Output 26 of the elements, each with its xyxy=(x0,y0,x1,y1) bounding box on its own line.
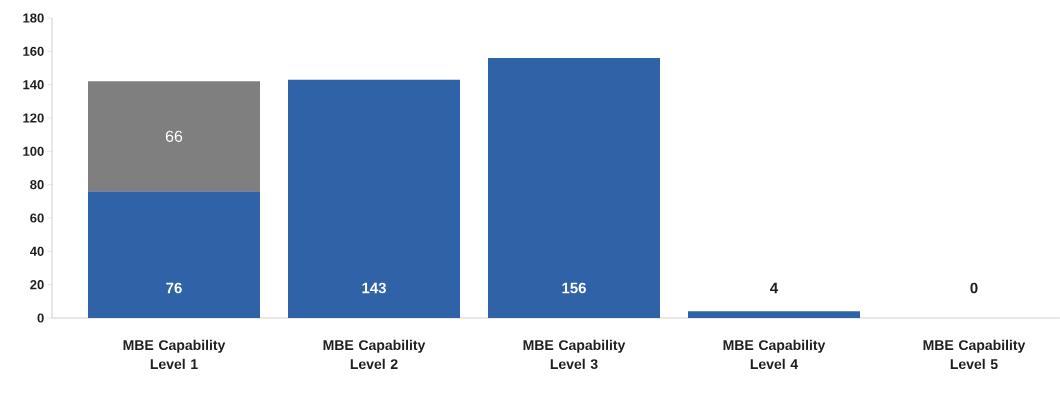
bar xyxy=(88,191,260,318)
data-label: 0 xyxy=(970,282,978,294)
bar xyxy=(487,58,660,318)
data-label: 66 xyxy=(165,130,183,142)
data-label: 4 xyxy=(770,282,779,294)
y-tick-label: 40 xyxy=(29,246,44,256)
y-tick-label: 80 xyxy=(30,180,44,190)
x-tick-label: MBE Capability Level 5 xyxy=(923,339,1026,370)
y-tick-label: 120 xyxy=(23,113,44,123)
data-label: 156 xyxy=(562,282,586,294)
y-tick-label: 100 xyxy=(23,146,44,156)
y-tick-label: 20 xyxy=(30,280,44,290)
data-label: 76 xyxy=(166,282,182,294)
x-tick-label: MBE Capability Level 3 xyxy=(523,339,626,370)
x-tick-label: MBE Capability Level 4 xyxy=(723,339,826,370)
y-tick-label: 60 xyxy=(30,213,44,223)
bar xyxy=(88,81,260,192)
y-tick-label: 160 xyxy=(23,46,44,56)
y-tick-label: 0 xyxy=(37,313,44,323)
y-tick-label: 180 xyxy=(23,13,44,23)
bar xyxy=(687,311,860,318)
y-tick-label: 140 xyxy=(23,80,44,90)
bar xyxy=(288,79,460,318)
data-label: 143 xyxy=(362,282,386,294)
x-tick-label: MBE Capability Level 1 xyxy=(123,339,226,370)
x-tick-label: MBE Capability Level 2 xyxy=(323,339,426,370)
